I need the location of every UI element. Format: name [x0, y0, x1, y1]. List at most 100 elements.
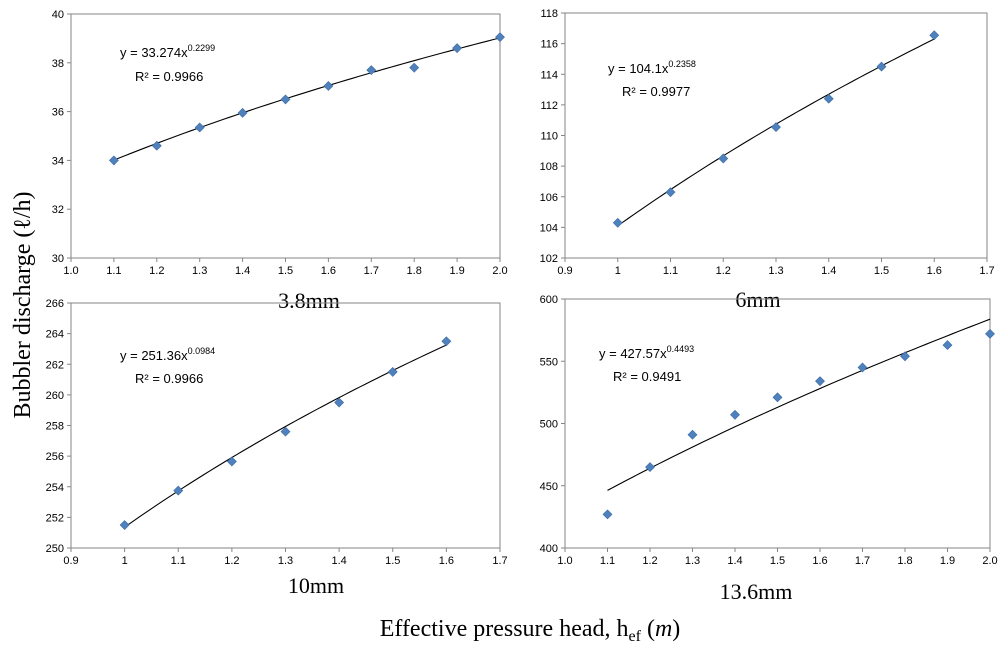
data-point: [151, 140, 162, 151]
x-tick-label: 1.6: [321, 265, 336, 277]
data-point: [119, 520, 130, 530]
x-tick-label: 1.6: [927, 265, 942, 277]
data-point: [876, 61, 887, 72]
data-point: [495, 32, 505, 43]
equation-exponent: 0.2358: [668, 59, 696, 69]
y-axis-title: Bubbler discharge (ℓ/h): [10, 192, 36, 419]
equation-lhs: y = 427.57x: [599, 346, 667, 361]
x-tick-label: 1.2: [149, 265, 164, 277]
x-tick-label: 1.8: [897, 555, 912, 567]
x-tick-label: 0.9: [557, 265, 572, 277]
trendline-equation: y = 427.57x0.4493: [599, 344, 694, 361]
r-squared-label: R² = 0.9491: [613, 369, 681, 384]
data-point: [194, 122, 205, 133]
data-point: [645, 462, 655, 472]
x-tick-label: 1.7: [855, 555, 870, 567]
x-tick-label: 1.9: [449, 265, 464, 277]
data-point: [108, 155, 119, 166]
x-tick-label: 1.2: [642, 555, 657, 567]
data-point: [409, 62, 420, 73]
x-axis-title-main: Effective pressure head, h: [380, 616, 629, 642]
data-point: [687, 429, 698, 440]
data-point: [718, 153, 729, 164]
data-point: [441, 336, 452, 347]
data-point: [730, 409, 740, 420]
equation-exponent: 0.4493: [667, 344, 695, 354]
x-axis-title-sub: ef: [629, 628, 642, 645]
y-tick-label: 600: [540, 294, 558, 306]
chart-panel-1: 30 32 34 36 38 40 1.0 1.1 1.2 1.3 1.4 1.5 1.6 1.7 1.8 1…: [52, 9, 508, 313]
data-point: [815, 376, 825, 387]
y-tick-label: 38: [52, 58, 64, 70]
data-point: [173, 485, 184, 496]
data-point: [323, 81, 334, 91]
y-tick-label: 104: [540, 222, 558, 234]
y-tick-label: 500: [540, 419, 558, 431]
y-tick-label: 34: [52, 155, 64, 167]
data-point: [823, 93, 834, 104]
data-point: [929, 30, 940, 41]
y-tick-label: 114: [540, 69, 558, 81]
x-tick-label: 1.9: [940, 555, 955, 567]
x-tick-label: 1.6: [812, 555, 827, 567]
x-tick-label: 1.3: [278, 555, 293, 567]
data-point: [985, 328, 995, 339]
data-point: [900, 351, 910, 362]
chart-panel-4: 400 450 500 550 600 1.0 1.1 1.2 1.3 1.4 1.5 1.6 1.7 1…: [540, 294, 998, 604]
r-squared-label: R² = 0.9966: [135, 371, 203, 386]
x-tick-label: 1.4: [235, 265, 250, 277]
y-tick-label: 106: [540, 192, 558, 204]
x-tick-label: 1.1: [171, 555, 186, 567]
equation-exponent: 0.0984: [188, 346, 216, 356]
data-point: [772, 392, 783, 403]
y-tick-label: 400: [540, 543, 558, 555]
x-tick-label: 2.0: [492, 265, 507, 277]
trendline-equation: y = 33.274x0.2299: [120, 43, 215, 60]
x-tick-label: 1.4: [331, 555, 346, 567]
plot-area-frame: [70, 302, 501, 549]
data-point: [280, 94, 291, 105]
data-point: [280, 426, 291, 437]
equation-lhs: y = 251.36x: [120, 348, 188, 363]
x-tick-label: 1.1: [663, 265, 678, 277]
trendline: [113, 37, 501, 161]
data-point: [602, 509, 613, 520]
y-tick-label: 550: [540, 356, 558, 368]
x-tick-label: 1: [615, 265, 621, 277]
data-point: [387, 366, 398, 377]
y-tick-label: 260: [46, 390, 64, 402]
y-tick-label: 262: [46, 359, 64, 371]
x-tick-label: 1.8: [407, 265, 422, 277]
trendline: [607, 318, 991, 491]
x-tick-label: 1.5: [385, 555, 400, 567]
data-point: [771, 122, 781, 133]
y-tick-label: 258: [46, 421, 64, 433]
y-tick-label: 250: [46, 543, 64, 555]
y-tick-label: 264: [46, 329, 64, 341]
data-point: [942, 340, 953, 350]
y-tick-label: 30: [52, 253, 64, 265]
x-tick-label: 1: [122, 555, 128, 567]
y-tick-label: 118: [540, 8, 558, 20]
y-tick-label: 266: [46, 298, 64, 310]
x-tick-label: 1.2: [716, 265, 731, 277]
r-squared-label: R² = 0.9977: [622, 84, 690, 99]
equation-lhs: y = 33.274x: [120, 45, 188, 60]
x-tick-label: 1.7: [979, 265, 994, 277]
panel-caption: 10mm: [288, 573, 344, 598]
x-tick-label: 1.4: [727, 555, 742, 567]
chart-panel-3: 250 252 254 256 258 260 262 264 266 0.9 1 1.1 1.2 1.3…: [46, 298, 508, 598]
data-point: [665, 187, 676, 198]
panel-caption: 13.6mm: [720, 579, 793, 604]
x-axis-title: Effective pressure head, hef (m): [380, 616, 681, 645]
x-tick-label: 1.1: [106, 265, 121, 277]
x-axis-title-unit: m: [655, 616, 672, 642]
x-tick-label: 1.0: [63, 265, 78, 277]
data-point: [857, 362, 868, 373]
y-tick-label: 252: [46, 512, 64, 524]
x-tick-label: 0.9: [63, 555, 78, 567]
trendline-equation: y = 104.1x0.2358: [608, 59, 696, 76]
x-tick-label: 1.5: [278, 265, 293, 277]
data-point: [366, 65, 377, 76]
